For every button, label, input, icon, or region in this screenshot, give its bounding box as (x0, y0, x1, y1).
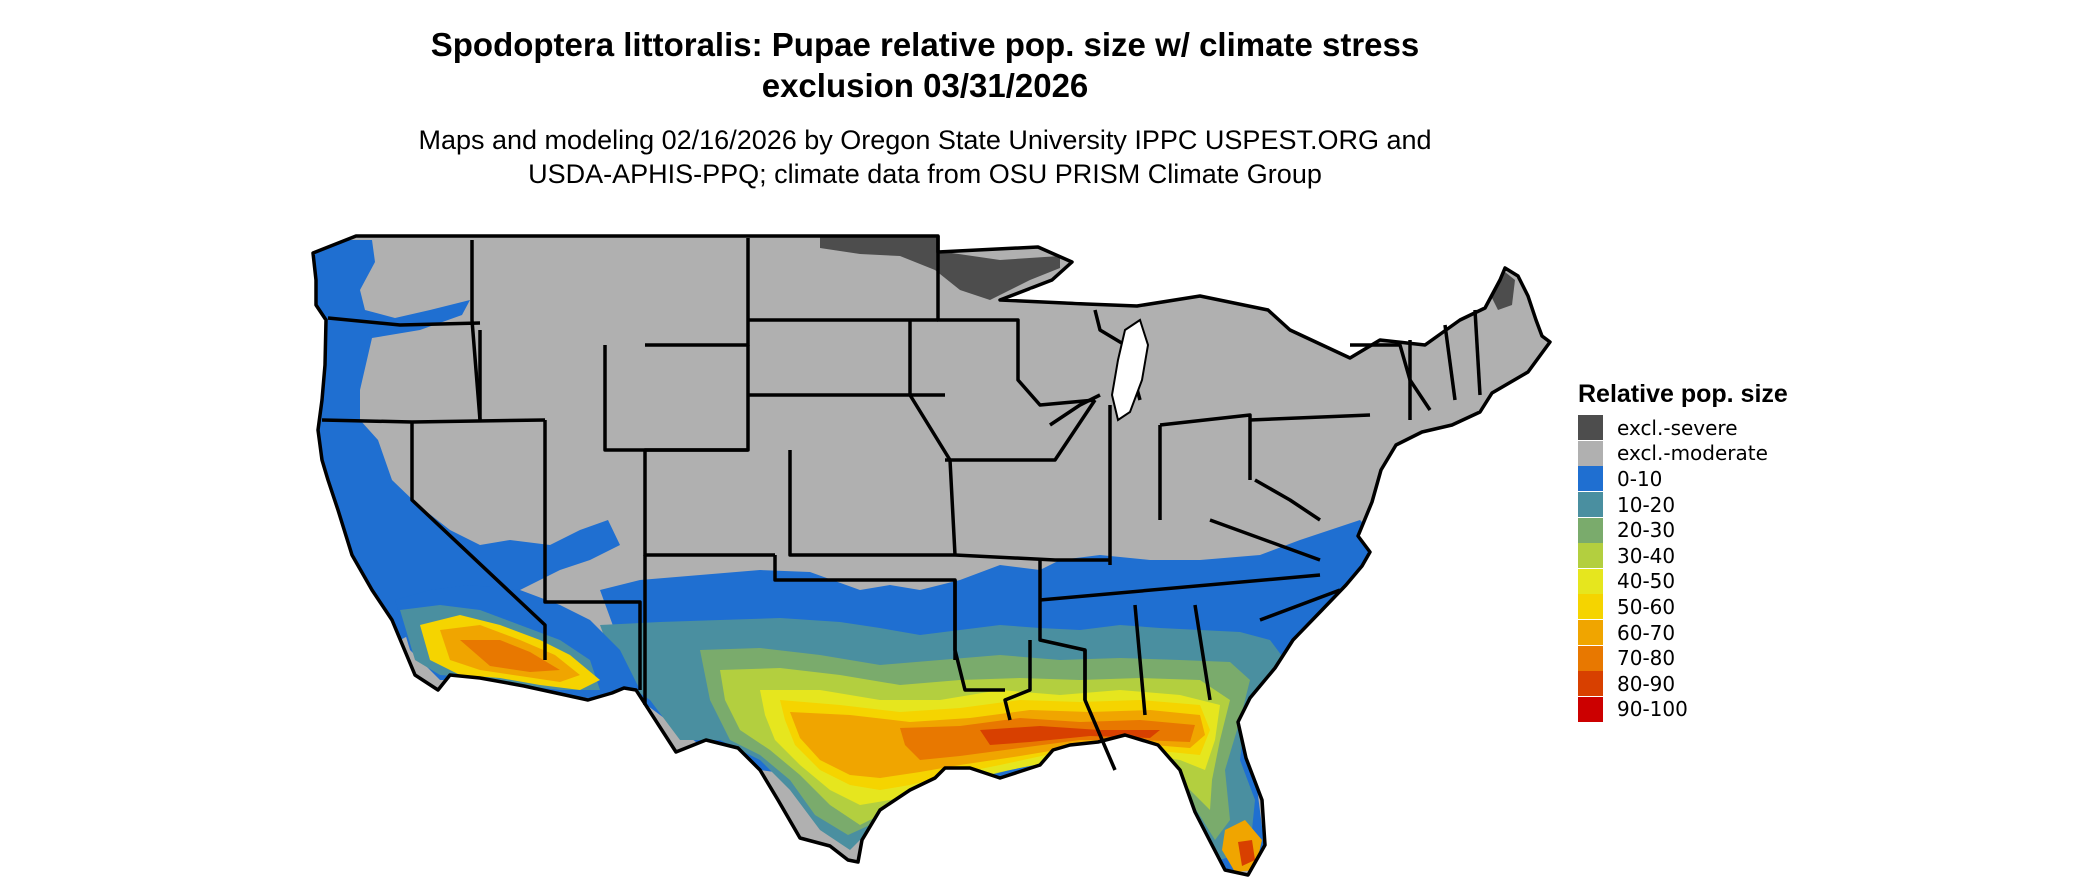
legend-label: 60-70 (1617, 620, 1676, 645)
legend-label: 50-60 (1617, 594, 1676, 619)
map-subtitle-line1: Maps and modeling 02/16/2026 by Oregon S… (418, 125, 1432, 155)
legend-item: 50-60 (1578, 594, 1788, 620)
legend-swatch (1578, 440, 1603, 466)
legend-item: 70-80 (1578, 645, 1788, 671)
map-title-line1: Spodoptera littoralis: Pupae relative po… (430, 26, 1420, 63)
zone-80-90 (980, 726, 1160, 745)
zone-excl-severe-maine (1488, 272, 1515, 310)
legend-label: 80-90 (1617, 671, 1676, 696)
legend-item: 0-10 (1578, 466, 1788, 492)
legend-swatch (1578, 645, 1603, 671)
zone-70-80-southwest (460, 640, 560, 672)
legend-item: 80-90 (1578, 671, 1788, 697)
legend-item: 30-40 (1578, 543, 1788, 569)
state-boundaries (311, 234, 1552, 877)
legend-item: 10-20 (1578, 492, 1788, 518)
legend-swatch (1578, 543, 1603, 569)
map-title-line2: exclusion 03/31/2026 (761, 67, 1089, 104)
legend-item: 90-100 (1578, 696, 1788, 723)
map-subtitle-line2: USDA-APHIS-PPQ; climate data from OSU PR… (528, 159, 1322, 189)
lake-superior (1030, 278, 1140, 302)
us-map (311, 234, 1552, 877)
legend-swatch (1578, 671, 1603, 697)
legend-swatch (1578, 620, 1603, 646)
legend-label: excl.-moderate (1617, 441, 1768, 466)
legend-item: 40-50 (1578, 568, 1788, 595)
legend-swatch (1578, 568, 1603, 594)
legend-swatch (1578, 696, 1603, 722)
legend: Relative pop. size excl.-severe excl.-mod… (1578, 380, 1788, 722)
legend-label: 0-10 (1617, 466, 1663, 491)
legend-swatch (1578, 492, 1603, 518)
zone-florida-tip-red (1238, 840, 1255, 866)
legend-label: 40-50 (1617, 569, 1676, 594)
legend-label: 30-40 (1617, 543, 1676, 568)
legend-item: excl.-severe (1578, 415, 1788, 441)
lake-michigan (1110, 318, 1150, 422)
legend-item: excl.-moderate (1578, 440, 1788, 467)
legend-swatch (1578, 517, 1603, 543)
legend-title: Relative pop. size (1578, 380, 1788, 408)
legend-label: excl.-severe (1617, 415, 1738, 440)
legend-swatch (1578, 594, 1603, 620)
legend-label: 70-80 (1617, 646, 1676, 671)
legend-label: 20-30 (1617, 518, 1676, 543)
zone-0-10-west (313, 240, 620, 640)
legend-label: 10-20 (1617, 492, 1676, 517)
legend-swatch (1578, 415, 1603, 441)
zone-excl-severe (820, 236, 1060, 300)
legend-item: 20-30 (1578, 517, 1788, 543)
legend-items: excl.-severe excl.-moderate 0-10 10-20 20-30… (1578, 415, 1788, 722)
legend-item: 60-70 (1578, 620, 1788, 646)
legend-label: 90-100 (1617, 697, 1688, 722)
legend-swatch (1578, 466, 1603, 492)
